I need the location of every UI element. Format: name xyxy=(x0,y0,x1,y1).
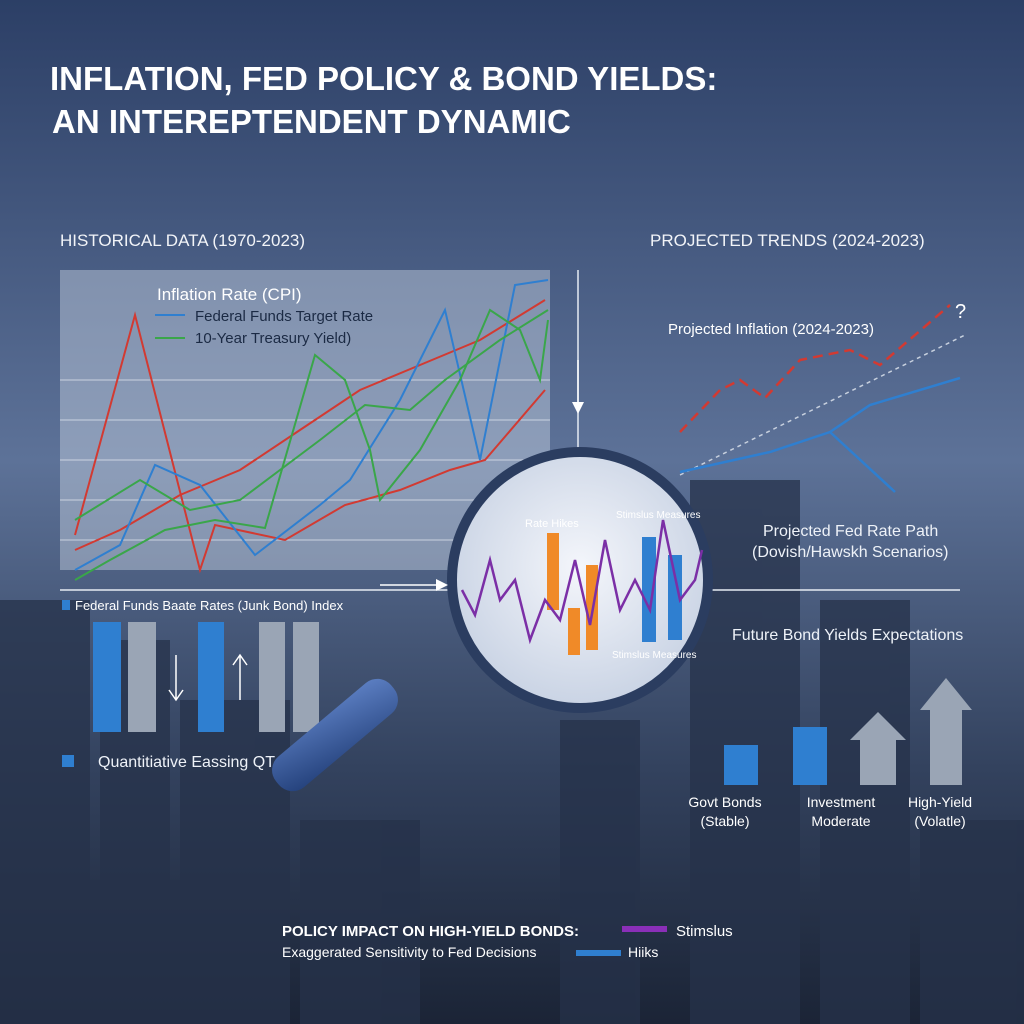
bond-label: (Stable) xyxy=(700,813,749,829)
legend-swatch xyxy=(622,926,667,932)
lens-bars xyxy=(547,533,682,655)
magnifier-handle xyxy=(272,678,398,792)
footer-title: POLICY IMPACT ON HIGH-YIELD BONDS: xyxy=(282,923,579,940)
projection-line xyxy=(829,431,896,493)
city-skyline xyxy=(0,480,1024,1024)
historical-lines xyxy=(74,279,549,581)
section-heading: Future Bond Yields Expectations xyxy=(732,627,963,644)
legend-entry: 10-Year Treasury Yield) xyxy=(195,330,351,347)
bond-bar xyxy=(724,745,758,785)
arrow xyxy=(436,579,448,591)
legend-entry: Federal Funds Baate Rates (Junk Bond) In… xyxy=(75,598,344,613)
bond-label: Investment xyxy=(807,794,876,810)
projection-line xyxy=(679,334,966,476)
label: Quantitiative Eassing QT xyxy=(98,754,275,771)
bond-bar xyxy=(793,727,827,785)
title: AN INTEREPTENDENT DYNAMIC xyxy=(52,103,571,140)
arrows xyxy=(168,653,248,702)
section-heading: PROJECTED TRENDS (2024-2023) xyxy=(650,231,925,250)
legend-entry: Federal Funds Target Rate xyxy=(195,308,373,325)
bond-arrow xyxy=(850,712,906,785)
section-heading: HISTORICAL DATA (1970-2023) xyxy=(60,231,305,250)
title: INFLATION, FED POLICY & BOND YIELDS: xyxy=(50,60,717,97)
footer-subtitle: Exaggerated Sensitivity to Fed Decisions xyxy=(282,944,536,960)
legend-entry: Inflation Rate (CPI) xyxy=(157,285,302,304)
lens-line xyxy=(460,519,704,645)
legend-entry: Stimslus xyxy=(676,923,733,940)
bars xyxy=(93,622,319,732)
label: ? xyxy=(955,301,966,323)
legend-swatch xyxy=(576,950,621,956)
bond-label: (Volatle) xyxy=(914,813,965,829)
projection-line xyxy=(679,304,951,433)
lens-label: Rate Hikes xyxy=(525,518,579,530)
label: Projected Fed Rate Path xyxy=(763,523,938,540)
legend-swatch xyxy=(62,600,70,610)
label: Projected Inflation (2024-2023) xyxy=(668,321,874,338)
lens-label: Stimslus Measures xyxy=(612,650,696,661)
bond-label: High-Yield xyxy=(908,794,972,810)
legend-entry: Hiiks xyxy=(628,944,658,960)
arrow xyxy=(572,402,584,414)
label: (Dovish/Hawskh Scenarios) xyxy=(752,544,949,561)
bond-label: Govt Bonds xyxy=(688,794,761,810)
bond-label: Moderate xyxy=(811,813,870,829)
lens-label: Stimslus Measures xyxy=(616,510,700,521)
bond-arrow xyxy=(920,678,972,785)
legend-swatch xyxy=(62,755,74,767)
